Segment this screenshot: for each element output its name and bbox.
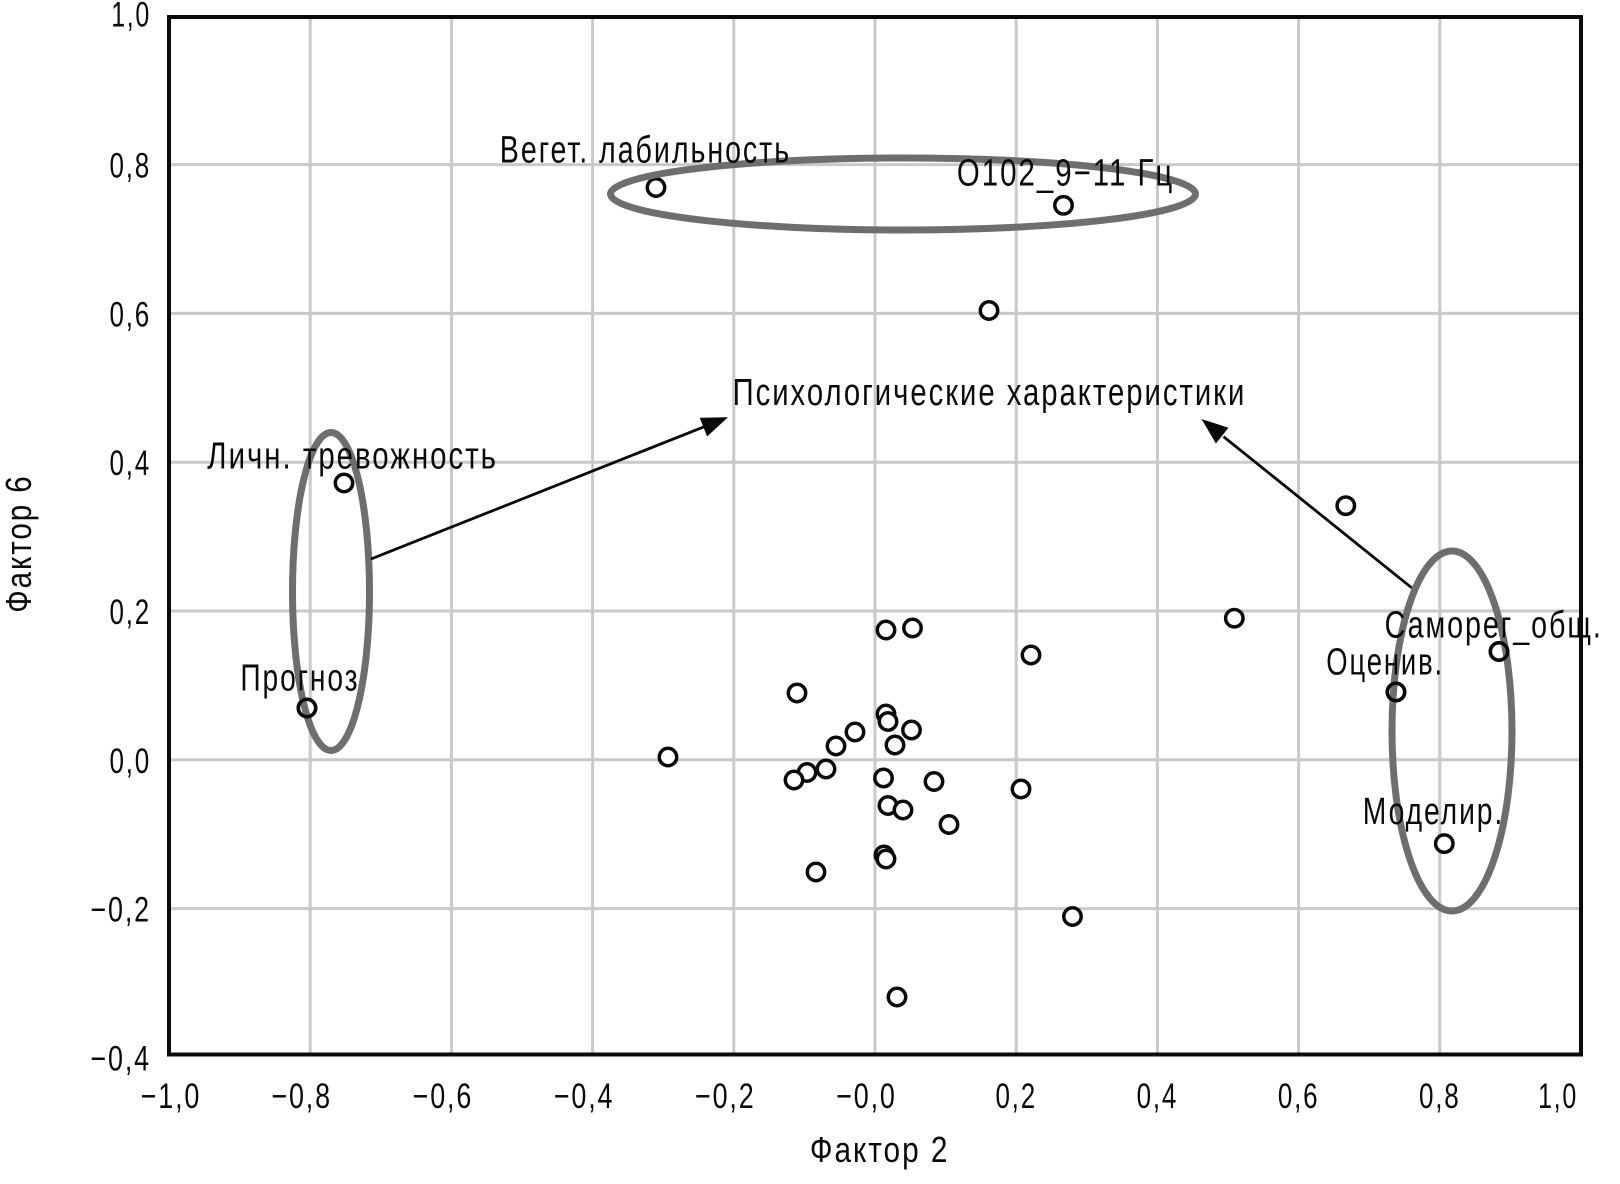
svg-text:Саморег_общ.: Саморег_общ. (1385, 604, 1603, 646)
svg-text:−0,8: −0,8 (271, 1077, 332, 1116)
svg-text:Прогноз: Прогноз (240, 658, 359, 700)
svg-text:−0,6: −0,6 (413, 1077, 474, 1116)
svg-text:Моделир.: Моделир. (1363, 791, 1504, 833)
svg-text:0,0: 0,0 (110, 742, 152, 781)
svg-text:0,6: 0,6 (1278, 1077, 1320, 1116)
svg-text:О102_9−11 Гц: О102_9−11 Гц (957, 152, 1174, 194)
svg-text:Оценив.: Оценив. (1326, 642, 1444, 684)
svg-text:−0,0: −0,0 (836, 1077, 897, 1116)
svg-text:Личн. тревожность: Личн. тревожность (207, 436, 498, 478)
svg-text:−0,2: −0,2 (695, 1077, 756, 1116)
svg-text:0,4: 0,4 (1137, 1077, 1179, 1116)
svg-text:0,4: 0,4 (110, 444, 152, 483)
svg-text:Вегет. лабильность: Вегет. лабильность (500, 130, 791, 172)
svg-text:0,2: 0,2 (995, 1077, 1037, 1116)
svg-text:0,6: 0,6 (110, 295, 152, 334)
svg-text:0,8: 0,8 (110, 147, 152, 186)
svg-text:−1,0: −1,0 (141, 1077, 202, 1116)
svg-text:Психологические характеристики: Психологические характеристики (733, 372, 1247, 414)
svg-text:−0,4: −0,4 (91, 1039, 152, 1078)
svg-text:1,0: 1,0 (111, 0, 151, 34)
svg-text:Фактор 2: Фактор 2 (810, 1129, 950, 1170)
svg-text:−0,2: −0,2 (91, 891, 152, 930)
svg-text:−0,4: −0,4 (554, 1077, 615, 1116)
svg-text:Фактор 6: Фактор 6 (0, 474, 39, 612)
svg-text:0,2: 0,2 (110, 593, 152, 632)
svg-text:1,0: 1,0 (1538, 1077, 1578, 1116)
svg-text:0,8: 0,8 (1419, 1077, 1461, 1116)
